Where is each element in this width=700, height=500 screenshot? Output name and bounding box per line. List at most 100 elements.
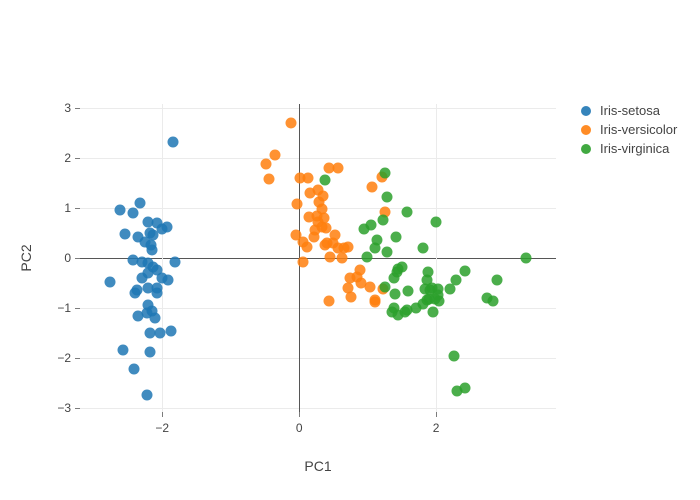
data-point-iris-virginica[interactable]	[421, 274, 433, 286]
data-point-iris-versicolor[interactable]	[263, 173, 275, 185]
data-point-iris-virginica[interactable]	[386, 306, 398, 317]
data-point-iris-versicolor[interactable]	[327, 237, 339, 249]
data-point-iris-versicolor[interactable]	[344, 272, 356, 284]
data-point-iris-virginica[interactable]	[426, 282, 438, 294]
data-point-iris-virginica[interactable]	[432, 283, 444, 295]
data-point-iris-virginica[interactable]	[390, 231, 402, 242]
data-point-iris-setosa[interactable]	[136, 256, 148, 268]
data-point-iris-setosa[interactable]	[151, 217, 163, 229]
data-point-iris-setosa[interactable]	[139, 236, 151, 248]
data-point-iris-virginica[interactable]	[389, 288, 401, 299]
data-point-iris-setosa[interactable]	[132, 310, 144, 322]
data-point-iris-virginica[interactable]	[401, 206, 413, 218]
data-point-iris-virginica[interactable]	[481, 292, 493, 304]
data-point-iris-versicolor[interactable]	[301, 241, 313, 253]
data-point-iris-virginica[interactable]	[433, 295, 445, 307]
data-point-iris-versicolor[interactable]	[302, 172, 314, 184]
data-point-iris-versicolor[interactable]	[294, 172, 306, 184]
data-point-iris-virginica[interactable]	[417, 242, 429, 254]
data-point-iris-versicolor[interactable]	[324, 251, 336, 262]
data-point-iris-versicolor[interactable]	[269, 149, 280, 161]
data-point-iris-setosa[interactable]	[151, 287, 163, 299]
data-point-iris-setosa[interactable]	[144, 327, 156, 339]
data-point-iris-versicolor[interactable]	[303, 211, 315, 223]
data-point-iris-versicolor[interactable]	[342, 241, 354, 253]
data-point-iris-versicolor[interactable]	[317, 190, 329, 202]
data-point-iris-versicolor[interactable]	[312, 184, 324, 196]
data-point-iris-versicolor[interactable]	[345, 291, 357, 303]
data-point-iris-virginica[interactable]	[402, 285, 414, 297]
data-point-iris-versicolor[interactable]	[323, 162, 335, 174]
data-point-iris-setosa[interactable]	[119, 228, 131, 240]
data-point-iris-setosa[interactable]	[161, 221, 173, 233]
data-point-iris-versicolor[interactable]	[369, 296, 381, 307]
data-point-iris-versicolor[interactable]	[342, 282, 354, 294]
data-point-iris-virginica[interactable]	[388, 272, 400, 284]
data-point-iris-virginica[interactable]	[491, 274, 503, 285]
data-point-iris-setosa[interactable]	[146, 244, 158, 256]
data-point-iris-setosa[interactable]	[141, 307, 153, 319]
data-point-iris-versicolor[interactable]	[316, 203, 328, 215]
data-point-iris-setosa[interactable]	[132, 231, 144, 243]
data-point-iris-virginica[interactable]	[419, 283, 431, 295]
data-point-iris-versicolor[interactable]	[309, 224, 321, 236]
data-point-iris-virginica[interactable]	[379, 281, 391, 292]
data-point-iris-versicolor[interactable]	[311, 210, 323, 222]
data-point-iris-virginica[interactable]	[451, 385, 463, 397]
data-point-iris-setosa[interactable]	[104, 276, 116, 287]
data-point-iris-versicolor[interactable]	[313, 196, 325, 208]
data-point-iris-setosa[interactable]	[114, 204, 126, 215]
data-point-iris-versicolor[interactable]	[297, 256, 309, 268]
data-point-iris-setosa[interactable]	[165, 325, 177, 337]
data-point-iris-versicolor[interactable]	[319, 239, 331, 251]
data-point-iris-setosa[interactable]	[136, 272, 148, 284]
data-point-iris-setosa[interactable]	[142, 299, 154, 311]
data-point-iris-virginica[interactable]	[520, 252, 532, 263]
data-point-iris-virginica[interactable]	[448, 350, 460, 362]
data-point-iris-virginica[interactable]	[381, 246, 393, 257]
data-point-iris-setosa[interactable]	[142, 282, 154, 294]
data-point-iris-virginica[interactable]	[459, 265, 471, 277]
data-point-iris-setosa[interactable]	[169, 256, 181, 268]
data-point-iris-versicolor[interactable]	[304, 187, 316, 199]
data-point-iris-setosa[interactable]	[162, 274, 174, 286]
data-point-iris-setosa[interactable]	[167, 136, 179, 147]
data-point-iris-virginica[interactable]	[410, 302, 422, 314]
data-point-iris-virginica[interactable]	[422, 266, 434, 278]
data-point-iris-virginica[interactable]	[377, 214, 389, 226]
data-point-iris-setosa[interactable]	[134, 197, 146, 209]
data-point-iris-versicolor[interactable]	[379, 206, 391, 218]
data-point-iris-versicolor[interactable]	[318, 212, 330, 224]
data-point-iris-setosa[interactable]	[141, 389, 153, 401]
data-point-iris-virginica[interactable]	[427, 306, 439, 318]
legend-item-iris-versicolor[interactable]: Iris-versicolor	[578, 120, 677, 139]
data-point-iris-virginica[interactable]	[450, 274, 462, 286]
data-point-iris-setosa[interactable]	[151, 264, 163, 276]
data-point-iris-setosa[interactable]	[128, 363, 140, 375]
data-point-iris-versicolor[interactable]	[364, 281, 376, 292]
data-point-iris-versicolor[interactable]	[329, 229, 341, 241]
data-point-iris-virginica[interactable]	[430, 216, 442, 228]
data-point-iris-virginica[interactable]	[487, 295, 499, 307]
data-point-iris-virginica[interactable]	[379, 167, 391, 178]
data-point-iris-setosa[interactable]	[144, 346, 156, 358]
data-point-iris-setosa[interactable]	[129, 287, 141, 299]
data-point-iris-versicolor[interactable]	[320, 222, 332, 234]
plot-area[interactable]	[80, 104, 556, 412]
data-point-iris-setosa[interactable]	[154, 327, 166, 339]
data-point-iris-virginica[interactable]	[459, 382, 471, 394]
data-point-iris-virginica[interactable]	[399, 306, 411, 318]
data-point-iris-virginica[interactable]	[423, 293, 435, 304]
data-point-iris-versicolor[interactable]	[285, 117, 297, 129]
data-point-iris-virginica[interactable]	[381, 191, 393, 203]
data-point-iris-versicolor[interactable]	[260, 158, 272, 170]
data-point-iris-virginica[interactable]	[371, 234, 383, 246]
data-point-iris-versicolor[interactable]	[290, 229, 302, 241]
data-point-iris-versicolor[interactable]	[366, 181, 378, 193]
data-point-iris-setosa[interactable]	[156, 272, 168, 284]
data-point-iris-versicolor[interactable]	[332, 162, 344, 174]
data-point-iris-setosa[interactable]	[142, 216, 154, 228]
data-point-iris-virginica[interactable]	[358, 223, 370, 234]
data-point-iris-versicolor[interactable]	[336, 252, 348, 264]
data-point-iris-virginica[interactable]	[396, 261, 408, 272]
